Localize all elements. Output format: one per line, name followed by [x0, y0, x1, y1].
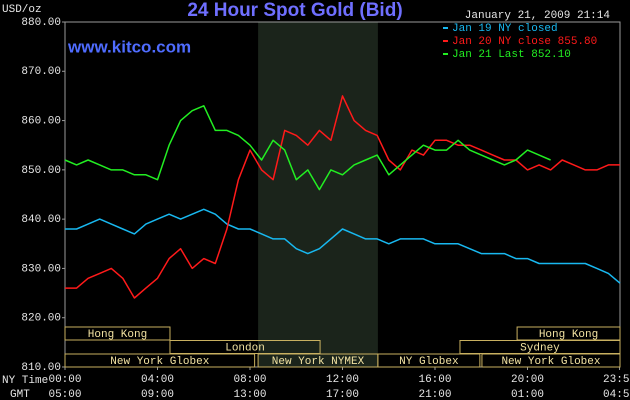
x2-tick-label: 13:00: [233, 389, 266, 400]
session-label: New York Globex: [501, 356, 600, 368]
legend-label: Jan 20 NY close 855.80: [452, 36, 597, 48]
series-line: [65, 95, 620, 299]
y-tick-label: 840.00: [21, 214, 61, 226]
x-tick-label: 20:00: [511, 374, 544, 386]
session-box: [377, 353, 481, 368]
x-tick-label: 08:00: [233, 374, 266, 386]
session-label: Hong Kong: [539, 329, 598, 341]
session-label: Sydney: [520, 342, 560, 354]
legend-label: Jan 21 Last 852.10: [452, 49, 571, 61]
series-line: [64, 105, 551, 191]
x2-tick-label: 17:00: [326, 389, 359, 400]
chart-title: 24 Hour Spot Gold (Bid): [187, 0, 402, 21]
session-box: [64, 353, 256, 368]
x2-tick-label: 09:00: [141, 389, 174, 400]
timestamp: January 21, 2009 21:14: [465, 10, 611, 22]
legend-swatch: [443, 40, 448, 42]
session-label: New York NYMEX: [272, 356, 365, 368]
x-tick-label: 00:00: [48, 374, 81, 386]
x2-tick-label: 01:00: [511, 389, 544, 400]
x2-tick-label: 21:00: [418, 389, 451, 400]
site-name: www.kitco.com: [67, 37, 191, 56]
y-tick-label: 870.00: [21, 66, 61, 78]
x-tick-label: 16:00: [418, 374, 451, 386]
y-tick-label: 820.00: [21, 313, 61, 325]
x-tick-label: 12:00: [326, 374, 359, 386]
y-tick-label: 880.00: [21, 17, 61, 29]
session-box: [481, 353, 621, 368]
session-label: New York Globex: [110, 356, 209, 368]
legend-swatch: [443, 53, 448, 55]
x2-tick-label: 05:00: [48, 389, 81, 400]
x2-axis-label: GMT: [10, 389, 30, 400]
session-label: London: [225, 342, 265, 354]
session-shade: [258, 22, 378, 367]
x-axis-label: NY Time: [2, 375, 48, 387]
y-axis-label: USD/oz: [2, 4, 42, 16]
session-label: Hong Kong: [88, 329, 147, 341]
y-tick-label: 810.00: [21, 362, 61, 374]
x2-tick-label: 04:59: [603, 389, 630, 400]
session-box: [64, 326, 171, 341]
y-tick-label: 860.00: [21, 115, 61, 127]
y-tick-label: 830.00: [21, 263, 61, 275]
session-label: NY Globex: [399, 356, 459, 368]
legend-swatch: [443, 27, 448, 29]
x-tick-label: 23:59: [603, 374, 630, 386]
series-line: [65, 208, 621, 284]
legend-label: Jan 19 NY closed: [452, 23, 558, 35]
x-tick-label: 04:00: [141, 374, 174, 386]
y-tick-label: 850.00: [21, 165, 61, 177]
